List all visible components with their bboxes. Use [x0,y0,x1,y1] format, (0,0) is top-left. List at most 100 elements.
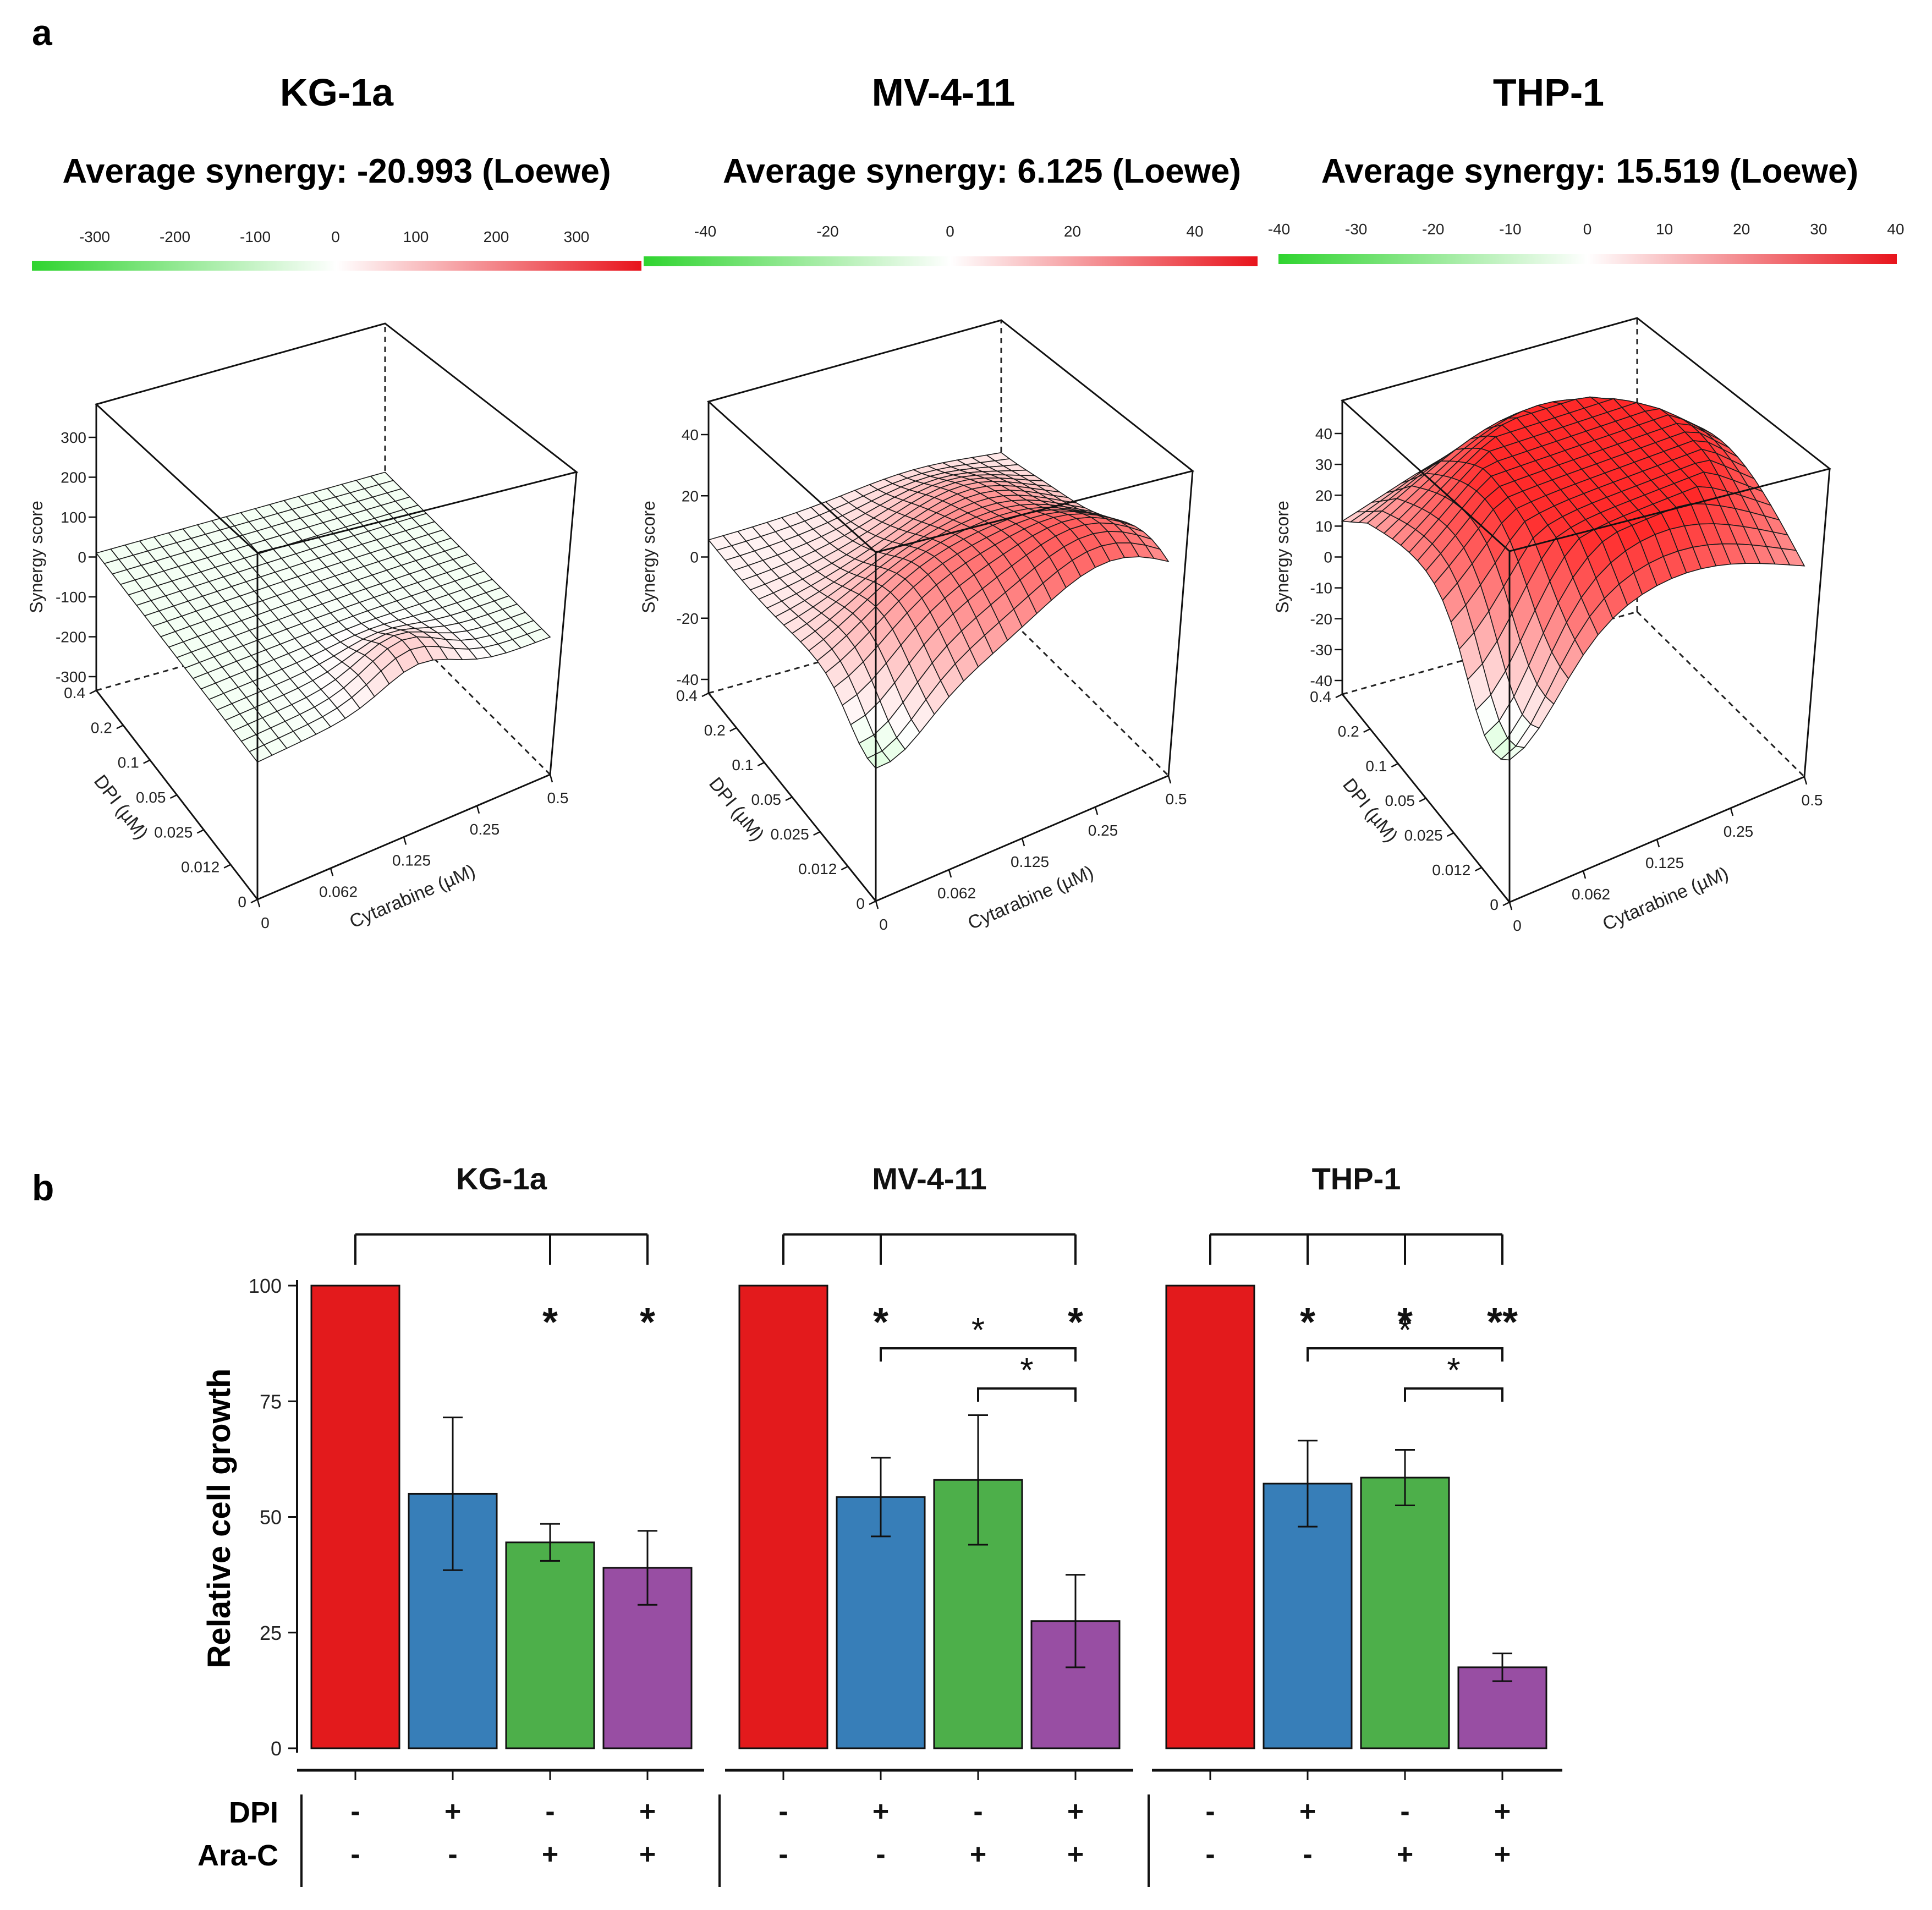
cyt-tick-mark [549,774,553,783]
significance-star: * [640,1300,655,1344]
dpi-tick-label: 0.025 [1404,827,1443,844]
colorbar-kg1a [32,261,641,271]
colorbar-ticks-kg1a: -300 -200 -100 0 100 200 300 [79,228,589,245]
z-axis-label: Synergy score [1272,501,1292,613]
z-tick-label: -30 [1310,641,1332,658]
panel-b-label: b [32,1167,54,1208]
bar-chart: KG-1a* *- + - +- - + +MV-4-11* ***- + - +- - + +THP-1*… [297,1161,1562,1887]
cyt-tick-mark [256,899,261,908]
dpi-treatment-sign: + [1067,1796,1084,1827]
bar-chart-y-axis: 100 75 50 25 0 [249,1275,298,1760]
bar-group-kg-1a: KG-1a * * - + - + - - + + [297,1161,704,1887]
dpi-tick-mark [1419,797,1426,803]
cyt-tick-label: 0 [1513,917,1522,934]
significance-star: * [873,1300,888,1344]
dpi-tick-label: 0.2 [91,719,112,736]
cyt-tick-mark [1656,839,1660,848]
cyt-tick-mark [1508,902,1513,910]
y-tick-label: 100 [249,1275,282,1297]
hidden-edge [1636,611,1805,778]
bar [1360,1477,1450,1749]
box-edge [549,471,578,775]
dpi-treatment-sign: + [444,1796,461,1827]
bar-group-mv-4-11: MV-4-11 * * * * - + - + - - + + [718,1161,1133,1887]
dpi-tick-mark [785,796,793,802]
dpi-tick-mark [1391,762,1398,768]
arac-treatment-sign: + [639,1838,656,1870]
synergy-title-kg1a: KG-1a [280,71,394,114]
dpi-treatment-sign: - [545,1796,555,1827]
synergy-average-thp1: Average synergy: 15.519 (Loewe) [1321,152,1858,190]
colorbar-tick: 0 [1583,221,1592,238]
colorbar-tick: -20 [1422,221,1444,238]
colorbar-tick: 20 [1733,221,1750,238]
row-label-arac: Ara-C [197,1839,278,1872]
cyt-tick-label: 0.062 [319,883,358,900]
colorbar-tick: -200 [160,228,190,245]
dpi-tick-mark [143,759,151,764]
dpi-tick-mark [1447,832,1455,837]
dpi-tick-mark [841,865,848,871]
colorbar-tick: -100 [240,228,271,245]
dpi-tick-mark [196,829,204,834]
arac-treatment-sign: + [542,1838,558,1870]
dpi-tick-label: 0.1 [732,756,753,773]
dpi-treatment-sign: + [1299,1796,1316,1827]
pairwise-bracket [880,1347,1077,1362]
cyt-axis-label: Cytarabine (µM) [347,860,479,932]
significance-star: * [1068,1300,1083,1344]
colorbar-tick: 0 [331,228,340,245]
dpi-treatment-sign: - [1205,1796,1215,1827]
arac-treatment-sign: - [350,1838,360,1870]
z-tick-label: 100 [61,509,86,526]
z-tick-label: 20 [1315,487,1332,504]
arac-treatment-sign: - [876,1838,885,1870]
dpi-tick-label: 0.05 [751,791,782,808]
z-tick-label: -20 [1310,611,1332,628]
cyt-tick-label: 0.25 [1088,822,1118,839]
cyt-tick-label: 0.25 [470,821,500,838]
z-tick-label: 40 [682,426,699,443]
dpi-axis-label: DPI (µM) [705,773,768,845]
dpi-tick-label: 0 [856,895,865,912]
cyt-tick-label: 0 [261,914,270,931]
arac-treatment-sign: - [1303,1838,1312,1870]
row-label-dpi: DPI [229,1796,278,1829]
significance-star: ** [1487,1300,1518,1344]
dpi-tick-mark [116,725,124,729]
z-tick-label: 10 [1315,518,1332,535]
arac-treatment-sign: + [1397,1838,1413,1870]
cyt-tick-mark [875,901,879,909]
dpi-tick-label: 0.2 [1338,723,1359,740]
colorbar-tick: 100 [403,228,429,245]
bar-group-thp-1: THP-1* * ****- + - +- - + + [1148,1161,1562,1887]
z-tick-label: 40 [1315,425,1332,442]
z-tick-label: -10 [1310,580,1332,597]
cyt-tick-mark [476,805,480,814]
colorbar-tick: -300 [79,228,110,245]
bar [310,1285,400,1749]
synergy-title-thp1: THP-1 [1493,71,1604,114]
dpi-tick-label: 0.012 [798,860,837,877]
cyt-tick-label: 0.062 [937,885,976,902]
pairwise-bracket [1404,1387,1503,1402]
bar-group-title: THP-1 [1312,1161,1401,1196]
cyt-tick-mark [1021,838,1025,847]
cyt-tick-label: 0.062 [1572,886,1610,903]
z-tick-label: -40 [677,671,699,688]
dpi-axis-label: DPI (µM) [90,771,152,843]
y-tick-label: 25 [260,1622,282,1644]
dpi-tick-label: 0.025 [771,826,809,843]
colorbar-tick: -20 [816,223,838,240]
dpi-tick-mark [169,794,178,799]
z-tick-label: 300 [61,429,86,446]
arac-treatment-sign: - [778,1838,788,1870]
dpi-tick-label: 0 [238,893,246,910]
z-tick-label: -200 [56,629,86,646]
surface-plot-mv411: 40 20 0 -20 -40 Synergy score 0.4 0.2 0.1 0.05 0.0… [639,319,1195,934]
synergy-average-kg1a: Average synergy: -20.993 (Loewe) [62,152,611,190]
cyt-tick-mark [948,869,952,878]
z-tick-label: -300 [56,668,86,685]
bar-group-title: KG-1a [456,1161,547,1196]
